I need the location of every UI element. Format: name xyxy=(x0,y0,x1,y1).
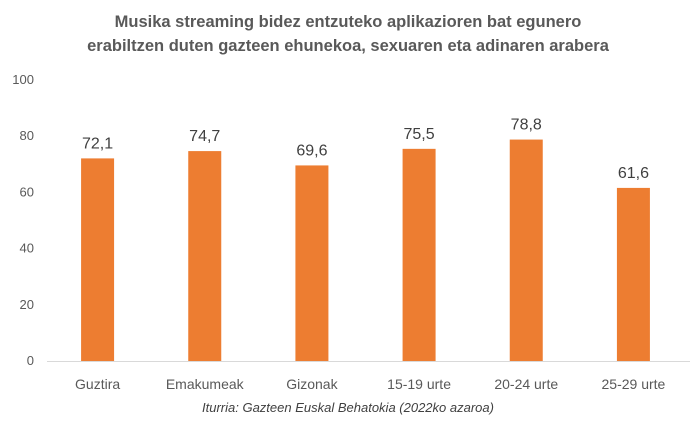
chart-source: Iturria: Gazteen Euskal Behatokia (2022k… xyxy=(202,400,494,415)
data-label: 61,6 xyxy=(618,165,649,182)
x-tick-label: Guztira xyxy=(75,376,120,392)
chart-title: Musika streaming bidez entzuteko aplikaz… xyxy=(0,10,696,58)
y-tick-label: 20 xyxy=(20,297,34,312)
x-tick-label: 25-29 urte xyxy=(602,376,666,392)
data-label: 69,6 xyxy=(296,142,327,159)
bar-6 xyxy=(616,187,650,361)
bar-1 xyxy=(81,158,115,361)
data-label: 78,8 xyxy=(511,117,542,134)
data-label: 72,1 xyxy=(82,135,113,152)
y-tick-label: 0 xyxy=(27,353,34,368)
chart-title-line-2: erabiltzen duten gazteen ehunekoa, sexua… xyxy=(87,37,609,55)
bar-3 xyxy=(295,165,329,361)
bar-4 xyxy=(402,148,436,361)
data-label: 74,7 xyxy=(189,128,220,145)
y-tick-label: 40 xyxy=(20,241,34,256)
chart-title-line-1: Musika streaming bidez entzuteko aplikaz… xyxy=(114,13,582,31)
y-tick-label: 80 xyxy=(20,128,34,143)
x-tick-label: 20-24 urte xyxy=(494,376,558,392)
data-label: 75,5 xyxy=(404,126,435,143)
x-tick-label: Emakumeak xyxy=(166,376,245,392)
bar-2 xyxy=(188,151,222,361)
x-tick-label: Gizonak xyxy=(286,376,338,392)
x-tick-label: 15-19 urte xyxy=(387,376,451,392)
y-tick-label: 60 xyxy=(20,184,34,199)
bar-5 xyxy=(509,139,543,361)
y-tick-label: 100 xyxy=(12,72,34,87)
